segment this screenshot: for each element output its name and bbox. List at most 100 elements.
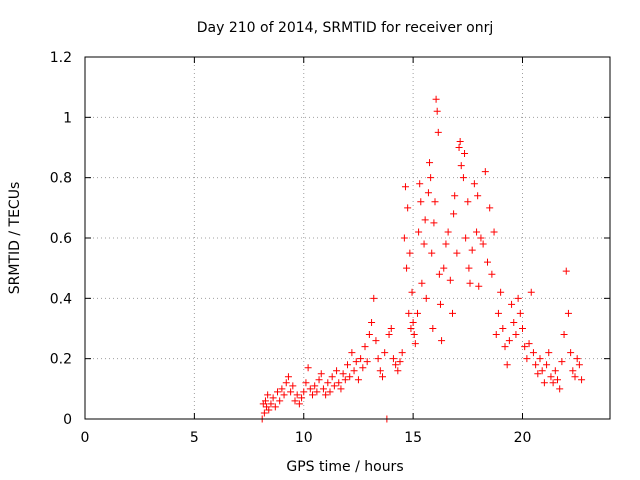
data-point [324, 379, 332, 387]
data-point [473, 228, 481, 236]
data-point [350, 367, 358, 375]
data-point [540, 379, 548, 387]
data-point [368, 318, 376, 326]
data-point [529, 349, 537, 357]
data-point [501, 343, 509, 351]
data-point [456, 137, 464, 145]
data-point [407, 325, 415, 332]
y-tick-label: 0.4 [50, 291, 72, 307]
data-point [431, 198, 439, 206]
data-point [298, 394, 306, 402]
data-point [389, 355, 397, 363]
data-point [497, 288, 505, 296]
data-point [276, 397, 284, 405]
data-point [381, 349, 389, 357]
data-point [516, 309, 524, 317]
data-point [319, 385, 327, 393]
data-point [558, 358, 566, 366]
data-point [326, 388, 334, 396]
data-point [442, 240, 450, 248]
data-point [512, 331, 520, 339]
data-point [411, 340, 419, 348]
data-point [416, 180, 424, 188]
data-point [430, 219, 438, 227]
data-point [410, 331, 418, 339]
data-point [434, 128, 442, 136]
data-point [370, 294, 378, 302]
data-point [424, 189, 432, 197]
data-point [372, 337, 380, 345]
data-point [289, 382, 297, 390]
x-tick-label: 20 [514, 430, 532, 446]
data-point [508, 300, 516, 308]
data-point [315, 376, 323, 384]
data-point [433, 107, 441, 115]
data-point [479, 240, 487, 248]
data-point [532, 361, 540, 369]
data-point [401, 183, 409, 191]
data-point [545, 349, 553, 357]
data-point [282, 379, 290, 387]
data-point [562, 267, 570, 275]
data-point [428, 249, 436, 257]
data-point [322, 391, 330, 399]
data-point [341, 376, 349, 384]
x-axis-label: GPS time / hours [286, 459, 403, 475]
data-point [465, 264, 473, 272]
data-point [477, 234, 485, 242]
data-point [354, 376, 362, 384]
data-point [394, 367, 402, 375]
data-point [523, 355, 531, 363]
data-point [534, 370, 542, 378]
data-point [457, 162, 465, 170]
data-point [578, 376, 586, 384]
data-point [446, 276, 454, 284]
data-point [287, 388, 295, 396]
data-point [376, 367, 384, 375]
data-point [449, 309, 456, 317]
data-point [492, 331, 500, 339]
data-point [503, 361, 511, 369]
data-point [464, 198, 472, 206]
data-point [348, 349, 356, 357]
data-point [426, 159, 434, 167]
data-point [261, 397, 269, 405]
y-tick-label: 0.2 [50, 352, 72, 368]
data-point [361, 343, 369, 351]
data-point [554, 376, 561, 384]
data-point [365, 331, 373, 339]
data-point [571, 373, 579, 381]
data-point [264, 391, 272, 399]
data-point [352, 358, 360, 366]
data-point [556, 385, 564, 393]
data-point [293, 391, 301, 399]
data-point [505, 337, 513, 345]
data-point [295, 400, 303, 408]
data-point [408, 288, 416, 296]
data-point [450, 210, 458, 218]
data-point [547, 373, 555, 381]
data-point [461, 150, 469, 158]
data-point [396, 358, 404, 366]
data-point [260, 409, 268, 417]
data-point [274, 388, 281, 396]
y-tick-label: 1 [63, 110, 72, 126]
x-axis: 0 5 10 15 20 [81, 57, 532, 446]
data-point [459, 174, 467, 182]
data-point [475, 282, 483, 290]
data-point [267, 400, 275, 408]
data-point [560, 331, 568, 339]
data-point [549, 379, 557, 387]
y-tick-label: 0 [63, 412, 72, 428]
x-tick-label: 0 [81, 430, 90, 446]
data-point [521, 343, 529, 351]
data-point [403, 264, 411, 272]
data-point [317, 370, 325, 378]
data-point [481, 168, 489, 176]
data-point [405, 309, 413, 317]
data-point [438, 337, 446, 345]
data-point [543, 361, 551, 369]
data-point [429, 325, 437, 332]
